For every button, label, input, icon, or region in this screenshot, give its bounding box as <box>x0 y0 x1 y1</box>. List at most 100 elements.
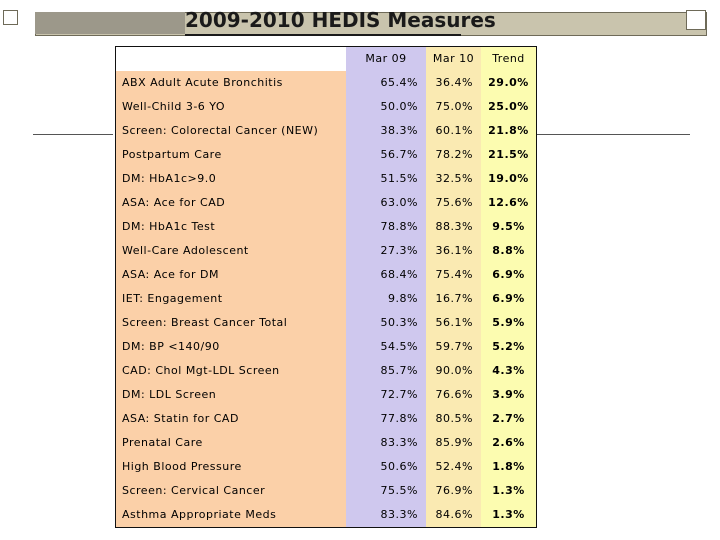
mar10-cell: 85.9% <box>426 431 481 455</box>
mar09-cell: 50.3% <box>346 311 426 335</box>
mar10-cell: 80.5% <box>426 407 481 431</box>
table-row: Well-Child 3-6 YO 50.0% 75.0% 25.0% <box>116 95 536 119</box>
mar09-cell: 56.7% <box>346 143 426 167</box>
title-underline <box>185 34 461 36</box>
trend-cell: 4.3% <box>481 359 536 383</box>
trend-cell: 9.5% <box>481 215 536 239</box>
mar10-cell: 60.1% <box>426 119 481 143</box>
horizontal-rule-left <box>33 134 113 135</box>
measure-cell: Well-Child 3-6 YO <box>116 95 346 119</box>
title-bar-accent <box>35 12 185 34</box>
header-measure <box>116 47 346 71</box>
table-row: ASA: Statin for CAD 77.8% 80.5% 2.7% <box>116 407 536 431</box>
corner-square-left <box>3 10 18 25</box>
table-row: DM: HbA1c>9.0 51.5% 32.5% 19.0% <box>116 167 536 191</box>
mar09-cell: 75.5% <box>346 479 426 503</box>
header-mar09: Mar 09 <box>346 47 426 71</box>
horizontal-rule-right <box>535 134 690 135</box>
trend-cell: 12.6% <box>481 191 536 215</box>
measure-cell: DM: LDL Screen <box>116 383 346 407</box>
table-row: DM: LDL Screen 72.7% 76.6% 3.9% <box>116 383 536 407</box>
trend-cell: 21.8% <box>481 119 536 143</box>
mar10-cell: 16.7% <box>426 287 481 311</box>
measure-cell: ASA: Statin for CAD <box>116 407 346 431</box>
mar10-cell: 76.6% <box>426 383 481 407</box>
table-row: ABX Adult Acute Bronchitis 65.4% 36.4% 29.0… <box>116 71 536 95</box>
trend-cell: 6.9% <box>481 263 536 287</box>
mar10-cell: 76.9% <box>426 479 481 503</box>
trend-cell: 3.9% <box>481 383 536 407</box>
mar09-cell: 50.6% <box>346 455 426 479</box>
trend-cell: 19.0% <box>481 167 536 191</box>
table-row: Asthma Appropriate Meds 83.3% 84.6% 1.3% <box>116 503 536 527</box>
mar09-cell: 83.3% <box>346 503 426 527</box>
measure-cell: High Blood Pressure <box>116 455 346 479</box>
mar10-cell: 75.4% <box>426 263 481 287</box>
table-row: Screen: Breast Cancer Total 50.3% 56.1% 5.9… <box>116 311 536 335</box>
measure-cell: ASA: Ace for DM <box>116 263 346 287</box>
measure-cell: DM: BP <140/90 <box>116 335 346 359</box>
measure-cell: Postpartum Care <box>116 143 346 167</box>
mar09-cell: 50.0% <box>346 95 426 119</box>
table-row: DM: BP <140/90 54.5% 59.7% 5.2% <box>116 335 536 359</box>
table-row: ASA: Ace for CAD 63.0% 75.6% 12.6% <box>116 191 536 215</box>
measure-cell: Asthma Appropriate Meds <box>116 503 346 527</box>
mar09-cell: 65.4% <box>346 71 426 95</box>
measure-cell: CAD: Chol Mgt-LDL Screen <box>116 359 346 383</box>
mar09-cell: 54.5% <box>346 335 426 359</box>
mar10-cell: 36.1% <box>426 239 481 263</box>
corner-square-right <box>686 10 706 30</box>
measure-cell: Well-Care Adolescent <box>116 239 346 263</box>
trend-cell: 1.3% <box>481 503 536 527</box>
trend-cell: 29.0% <box>481 71 536 95</box>
measure-cell: IET: Engagement <box>116 287 346 311</box>
mar09-cell: 85.7% <box>346 359 426 383</box>
measure-cell: Prenatal Care <box>116 431 346 455</box>
mar10-cell: 75.6% <box>426 191 481 215</box>
table-row: DM: HbA1c Test 78.8% 88.3% 9.5% <box>116 215 536 239</box>
mar09-cell: 83.3% <box>346 431 426 455</box>
table-row: Prenatal Care 83.3% 85.9% 2.6% <box>116 431 536 455</box>
mar09-cell: 51.5% <box>346 167 426 191</box>
table-header-row: Mar 09 Mar 10 Trend <box>116 47 536 71</box>
trend-cell: 6.9% <box>481 287 536 311</box>
mar09-cell: 63.0% <box>346 191 426 215</box>
measure-cell: Screen: Breast Cancer Total <box>116 311 346 335</box>
mar09-cell: 9.8% <box>346 287 426 311</box>
measure-cell: ASA: Ace for CAD <box>116 191 346 215</box>
mar10-cell: 36.4% <box>426 71 481 95</box>
measure-cell: Screen: Colorectal Cancer (NEW) <box>116 119 346 143</box>
slide-title: 2009-2010 HEDIS Measures <box>185 8 496 32</box>
mar10-cell: 90.0% <box>426 359 481 383</box>
mar10-cell: 78.2% <box>426 143 481 167</box>
header-trend: Trend <box>481 47 536 71</box>
measure-cell: DM: HbA1c>9.0 <box>116 167 346 191</box>
table-row: Screen: Cervical Cancer 75.5% 76.9% 1.3% <box>116 479 536 503</box>
trend-cell: 5.2% <box>481 335 536 359</box>
trend-cell: 1.8% <box>481 455 536 479</box>
mar10-cell: 88.3% <box>426 215 481 239</box>
table-row: Postpartum Care 56.7% 78.2% 21.5% <box>116 143 536 167</box>
trend-cell: 2.7% <box>481 407 536 431</box>
mar10-cell: 56.1% <box>426 311 481 335</box>
mar09-cell: 78.8% <box>346 215 426 239</box>
measure-cell: ABX Adult Acute Bronchitis <box>116 71 346 95</box>
table-row: High Blood Pressure 50.6% 52.4% 1.8% <box>116 455 536 479</box>
table-row: Screen: Colorectal Cancer (NEW) 38.3% 60.1… <box>116 119 536 143</box>
mar09-cell: 77.8% <box>346 407 426 431</box>
trend-cell: 2.6% <box>481 431 536 455</box>
trend-cell: 5.9% <box>481 311 536 335</box>
table-row: Well-Care Adolescent 27.3% 36.1% 8.8% <box>116 239 536 263</box>
table-row: ASA: Ace for DM 68.4% 75.4% 6.9% <box>116 263 536 287</box>
trend-cell: 8.8% <box>481 239 536 263</box>
table-row: CAD: Chol Mgt-LDL Screen 85.7% 90.0% 4.3% <box>116 359 536 383</box>
measure-cell: DM: HbA1c Test <box>116 215 346 239</box>
trend-cell: 21.5% <box>481 143 536 167</box>
mar09-cell: 38.3% <box>346 119 426 143</box>
mar10-cell: 32.5% <box>426 167 481 191</box>
mar10-cell: 52.4% <box>426 455 481 479</box>
header-mar10: Mar 10 <box>426 47 481 71</box>
mar10-cell: 84.6% <box>426 503 481 527</box>
mar10-cell: 75.0% <box>426 95 481 119</box>
table-row: IET: Engagement 9.8% 16.7% 6.9% <box>116 287 536 311</box>
